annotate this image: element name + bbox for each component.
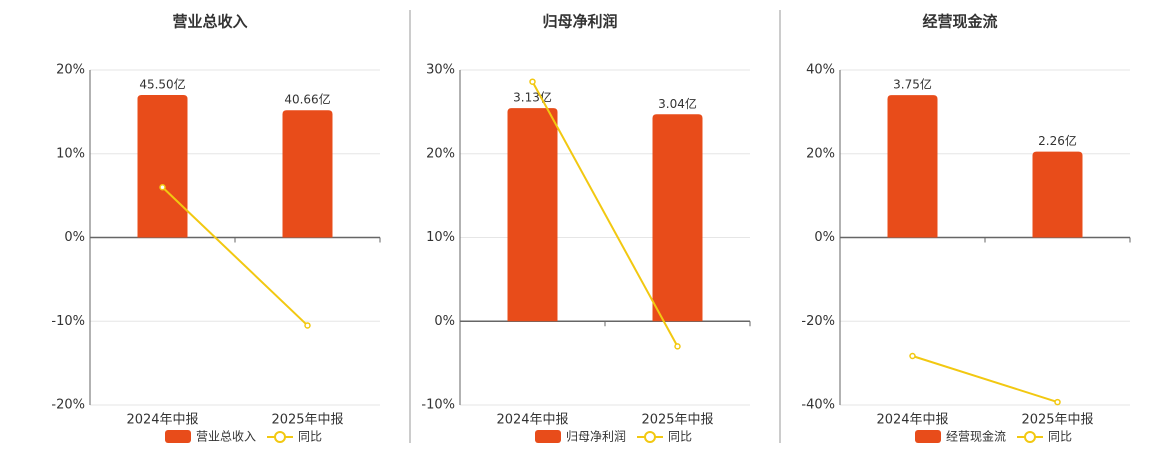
line [161,186,309,327]
y-tick-label: -40% [801,398,835,413]
y-tick-label: 20% [806,146,835,161]
legend-marker [644,431,656,443]
legend-label: 同比 [298,430,322,444]
y-tick-label: 20% [56,63,85,78]
line-point [674,343,681,350]
line-point [304,322,311,329]
bar [507,108,558,322]
x-tick-label: 2025年中报 [1021,413,1093,428]
line-point [159,184,166,191]
y-tick-label: 0% [814,230,835,245]
line-point [1054,398,1061,406]
value-label: 2.26亿 [1038,133,1077,148]
x-tick-label: 2024年中报 [876,413,948,428]
legend-marker [1024,431,1036,443]
legend-label: 同比 [1048,430,1072,444]
value-label: 45.50亿 [139,77,185,92]
line-point [909,352,916,360]
legend-swatch [535,430,561,443]
y-tick-label: -20% [801,314,835,329]
y-tick-label: 20% [426,146,455,161]
chart-title: 营业总收入 [172,13,247,31]
y-tick-label: -10% [51,314,85,329]
y-tick-label: 40% [806,63,835,78]
line [531,81,679,347]
bar [282,110,333,238]
legend-marker [274,431,286,443]
y-tick-label: 10% [56,146,85,161]
y-tick-label: 0% [64,230,85,245]
legend-swatch [915,430,941,443]
legend-label: 归母净利润 [566,430,626,444]
line-point [529,78,536,85]
value-label: 3.75亿 [893,77,932,92]
y-tick-label: -20% [51,398,85,413]
y-tick-label: 30% [426,63,455,78]
legend-label: 营业总收入 [196,430,256,444]
chart-title: 经营现金流 [922,13,997,31]
y-tick-label: 10% [426,230,455,245]
x-tick-label: 2024年中报 [496,413,568,428]
value-label: 3.04亿 [658,96,697,111]
bar [1032,151,1083,238]
value-label: 40.66亿 [284,92,330,107]
bar [137,95,188,238]
x-tick-label: 2025年中报 [641,413,713,428]
y-tick-label: -10% [421,398,455,413]
legend-label: 经营现金流 [946,429,1006,444]
x-tick-label: 2025年中报 [271,413,343,428]
legend-swatch [165,430,191,443]
y-tick-label: 0% [434,314,455,329]
line [912,355,1058,404]
x-tick-label: 2024年中报 [126,413,198,428]
value-label: 3.13亿 [513,90,552,105]
bar [887,95,938,238]
legend-label: 同比 [668,430,692,444]
bar [652,114,703,322]
chart-title: 归母净利润 [542,13,617,31]
